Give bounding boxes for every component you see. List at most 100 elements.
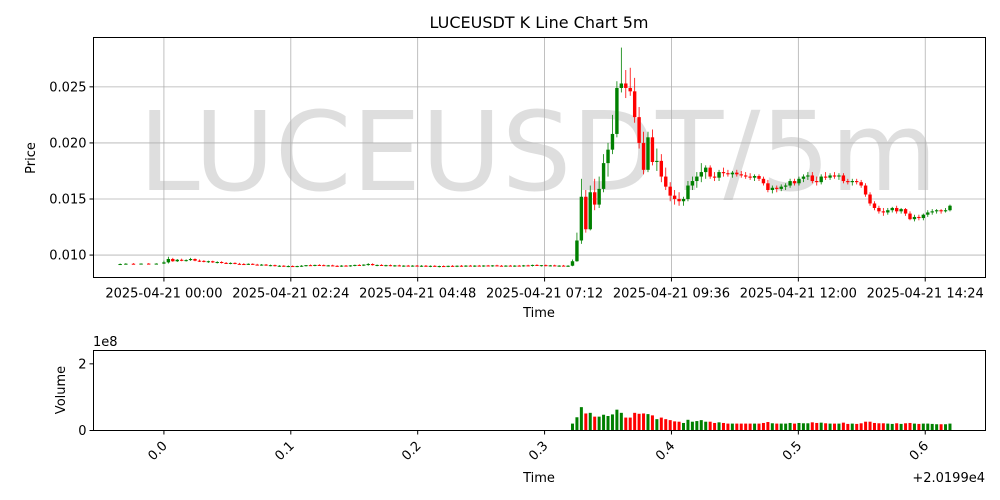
- candle-body: [184, 260, 188, 262]
- volume-bar: [859, 423, 863, 431]
- candle-body: [139, 263, 143, 265]
- candle-body: [446, 265, 450, 267]
- candle-body: [419, 265, 424, 267]
- volume-y-axis-label: Volume: [54, 366, 69, 414]
- volume-bar: [908, 422, 912, 431]
- volume-bar: [815, 422, 819, 431]
- price-y-tick-label: 0.010: [49, 249, 86, 264]
- candle-body: [211, 261, 215, 263]
- volume-bar: [739, 423, 743, 431]
- candle-body: [650, 137, 655, 162]
- volume-bar: [779, 423, 783, 431]
- candle-body: [246, 263, 250, 265]
- candle-body: [428, 265, 433, 267]
- candle-body: [339, 265, 344, 267]
- candle-body: [877, 207, 881, 212]
- volume-bar: [797, 422, 801, 431]
- price-y-tick-label: 0.020: [49, 136, 86, 151]
- candle-body: [592, 192, 597, 205]
- volume-bar: [886, 423, 890, 431]
- volume-bar: [824, 423, 828, 431]
- candle-body: [526, 265, 530, 267]
- candle-body: [859, 182, 863, 186]
- candle-body: [219, 262, 224, 264]
- volume-bar: [841, 422, 845, 431]
- candle-body: [850, 181, 854, 183]
- candle-body: [690, 181, 695, 186]
- candle-body: [202, 260, 206, 262]
- candle-body: [197, 260, 202, 262]
- volume-bar: [624, 417, 628, 431]
- candle-body: [455, 265, 459, 267]
- candle-body: [930, 211, 934, 213]
- candle-body: [735, 172, 739, 175]
- volume-bar: [939, 424, 943, 431]
- candle-body: [806, 175, 810, 177]
- candle-body: [601, 163, 606, 189]
- volume-y-tick-label: 0: [78, 424, 86, 439]
- candle-body: [175, 259, 179, 262]
- candle-body: [388, 265, 393, 267]
- volume-bar: [584, 413, 588, 431]
- volume-bar: [677, 421, 681, 431]
- volume-bar: [890, 423, 894, 431]
- candle-body: [131, 263, 136, 265]
- volume-x-tick-label: 0.1: [272, 439, 297, 464]
- candle-body: [823, 176, 828, 178]
- candle-body: [179, 259, 184, 261]
- chart-title: LUCEUSDT K Line Chart 5m: [430, 13, 649, 32]
- volume-bar: [921, 423, 925, 431]
- volume-bar: [810, 422, 814, 431]
- candle-body: [553, 265, 557, 267]
- candle-body: [677, 198, 681, 202]
- candle-body: [530, 264, 535, 266]
- candle-body: [695, 176, 699, 182]
- candle-body: [597, 188, 601, 205]
- candle-body: [619, 83, 624, 88]
- volume-bar: [895, 423, 899, 431]
- candle-body: [894, 207, 899, 212]
- candle-body: [251, 263, 255, 265]
- candle-body: [499, 265, 504, 267]
- candle-body: [206, 261, 211, 263]
- candle-body: [344, 265, 348, 267]
- volume-plot-frame: [93, 350, 986, 431]
- volume-bar: [708, 421, 712, 431]
- volume-bar: [602, 414, 606, 431]
- candle-body: [424, 265, 428, 267]
- candle-body: [308, 265, 313, 267]
- candle-body: [224, 262, 228, 264]
- candle-body: [815, 181, 819, 183]
- volume-bar: [570, 423, 574, 431]
- volume-bar: [753, 423, 757, 431]
- candle-body: [481, 265, 486, 267]
- candle-body: [393, 265, 397, 267]
- volume-bar: [593, 416, 597, 431]
- candle-body: [304, 265, 308, 267]
- candle-body: [146, 263, 151, 265]
- volume-bar: [793, 423, 797, 431]
- volume-x-axis-label: Time: [522, 471, 555, 486]
- candle-body: [330, 265, 335, 267]
- volume-bar: [721, 422, 725, 431]
- candle-body: [828, 175, 832, 178]
- volume-bar: [912, 423, 916, 431]
- candle-body: [255, 264, 259, 266]
- volume-y-ticks: 02: [78, 357, 94, 439]
- candle-body: [903, 209, 908, 214]
- candle-body: [664, 176, 668, 187]
- candle-body: [264, 264, 268, 266]
- volume-bar: [726, 423, 730, 431]
- candle-body: [171, 258, 175, 262]
- candle-body: [410, 265, 415, 267]
- volume-bar: [588, 412, 592, 431]
- price-gridlines: [93, 37, 986, 278]
- candle-body: [872, 203, 877, 208]
- candle-body: [415, 265, 419, 267]
- candle-body: [504, 265, 508, 267]
- candle-body: [743, 175, 748, 177]
- candle-body: [841, 175, 846, 182]
- candle-body: [295, 266, 299, 268]
- volume-bar: [757, 423, 761, 431]
- volume-bar: [735, 423, 739, 431]
